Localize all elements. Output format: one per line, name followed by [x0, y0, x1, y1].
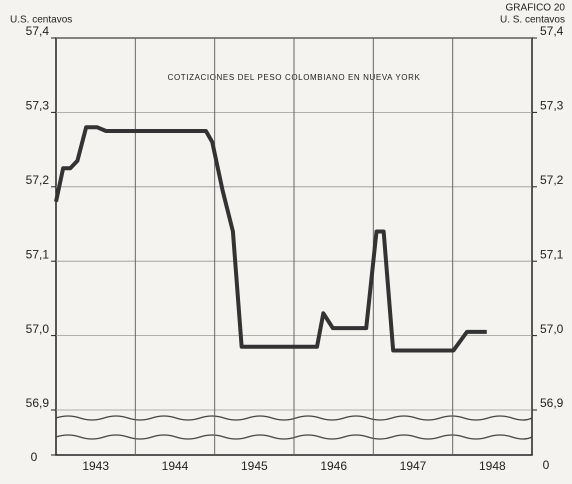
x-tick-label: 1948 — [479, 459, 506, 473]
x-tick-label: 1947 — [400, 459, 427, 473]
y2-tick-label: 0 — [543, 458, 550, 472]
y-tick-label: 57,4 — [26, 24, 50, 38]
x-tick-label: 1945 — [241, 459, 268, 473]
y-tick-label: 0 — [31, 450, 38, 464]
y-tick-label: 57,0 — [26, 322, 50, 336]
y2-tick-label: 56,9 — [540, 396, 564, 410]
x-tick-label: 1946 — [320, 459, 347, 473]
y2-tick-label: 57,3 — [540, 99, 564, 113]
y-tick-label: 57,3 — [26, 99, 50, 113]
y2-tick-label: 57,4 — [540, 24, 564, 38]
y-tick-label: 57,1 — [26, 247, 50, 261]
header: GRAFICO 20 — [506, 3, 566, 14]
y2-tick-label: 57,1 — [540, 247, 564, 261]
y2-tick-label: 57,2 — [540, 173, 564, 187]
x-tick-label: 1943 — [82, 459, 109, 473]
y-tick-label: 57,2 — [26, 173, 50, 187]
data-line — [54, 125, 487, 353]
y2-tick-label: 57,0 — [540, 322, 564, 336]
x-tick-label: 1944 — [162, 459, 189, 473]
y-tick-label: 56,9 — [26, 396, 50, 410]
y-axis-label: U.S. centavos — [10, 15, 72, 26]
y2-axis-label: U. S. centavos — [500, 15, 565, 26]
